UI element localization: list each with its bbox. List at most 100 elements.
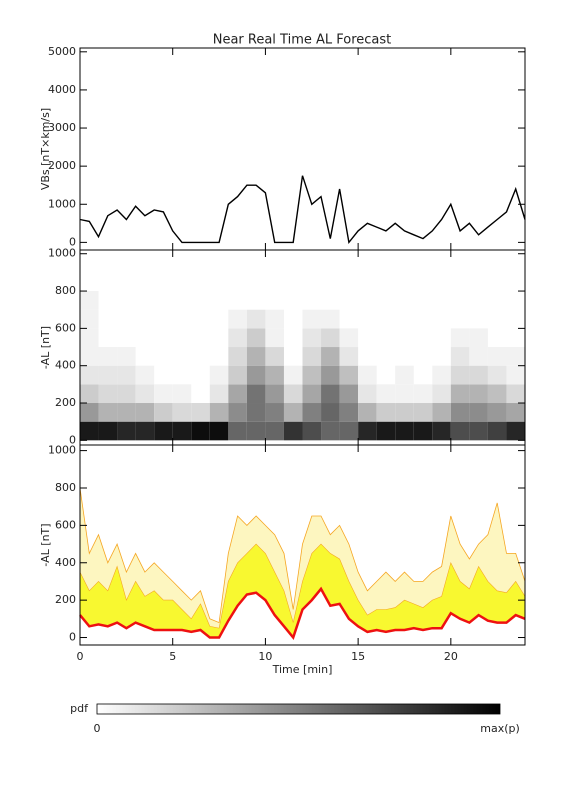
- heat-cell: [265, 421, 284, 441]
- heat-cell: [172, 421, 192, 441]
- heat-cell: [265, 384, 284, 404]
- heat-cell: [395, 421, 414, 441]
- heat-cell: [376, 403, 396, 422]
- heat-cell: [450, 347, 470, 366]
- heat-cell: [413, 421, 433, 441]
- heat-cell: [358, 384, 377, 404]
- colorbar-label: pdf: [70, 702, 89, 715]
- y-tick-label: 1000: [48, 247, 76, 260]
- outer-band: [80, 488, 525, 629]
- heat-cell: [339, 365, 359, 385]
- heat-cell: [191, 403, 210, 422]
- heat-cell: [80, 347, 99, 366]
- heat-cell: [358, 421, 377, 441]
- heat-cell: [246, 384, 266, 404]
- heat-cell: [321, 347, 340, 366]
- heat-cell: [302, 365, 322, 385]
- heat-cell: [172, 384, 192, 404]
- heat-cell: [80, 384, 99, 404]
- heat-cell: [413, 384, 433, 404]
- y-tick-label: 0: [69, 235, 76, 248]
- y-tick-label: 4000: [48, 83, 76, 96]
- heat-cell: [469, 403, 488, 422]
- heat-cell: [506, 421, 525, 441]
- heat-cell: [209, 403, 229, 422]
- x-tick-label: 0: [77, 650, 84, 663]
- heat-cell: [80, 309, 99, 329]
- heat-cell: [80, 328, 99, 348]
- heat-cell: [246, 309, 266, 329]
- heat-cell: [469, 347, 488, 366]
- heat-cell: [228, 347, 247, 366]
- heat-cell: [265, 403, 284, 422]
- heat-cell: [302, 384, 322, 404]
- heat-cell: [228, 384, 247, 404]
- heat-cell: [321, 365, 340, 385]
- y-tick-label: 5000: [48, 45, 76, 58]
- y-tick-label: 1000: [48, 444, 76, 457]
- chart-title: Near Real Time AL Forecast: [213, 33, 392, 48]
- heat-cell: [395, 384, 414, 404]
- heat-cell: [506, 384, 525, 404]
- heat-cell: [376, 421, 396, 441]
- colorbar-max: max(p): [480, 722, 520, 735]
- y-tick-label: 200: [55, 593, 76, 606]
- heat-cell: [283, 421, 303, 441]
- heat-cell: [358, 403, 377, 422]
- heat-cell: [339, 347, 359, 366]
- heat-cell: [228, 309, 247, 329]
- heat-cell: [80, 365, 99, 385]
- heat-cell: [450, 421, 470, 441]
- data-line: [79, 175, 526, 245]
- heat-cell: [487, 421, 507, 441]
- heat-cell: [487, 365, 507, 385]
- heat-cell: [321, 328, 340, 348]
- heat-cell: [80, 291, 99, 310]
- heat-cell: [321, 309, 340, 329]
- heat-cell: [450, 328, 470, 348]
- heat-cell: [191, 421, 210, 441]
- heat-cell: [246, 421, 266, 441]
- heat-cell: [246, 347, 266, 366]
- heat-cell: [209, 384, 229, 404]
- max-line: [79, 487, 526, 624]
- heat-cell: [246, 365, 266, 385]
- heat-cell: [209, 365, 229, 385]
- heat-cell: [209, 421, 229, 441]
- y-axis-label: VBs [nT×km/s]: [39, 108, 52, 190]
- heat-cell: [154, 421, 173, 441]
- y-tick-label: 1000: [48, 197, 76, 210]
- heat-cell: [98, 421, 118, 441]
- heat-cell: [283, 403, 303, 422]
- median-line: [79, 586, 526, 641]
- colorbar-min: 0: [94, 722, 101, 735]
- heat-cell: [469, 384, 488, 404]
- heat-cell: [432, 365, 451, 385]
- heat-cell: [265, 328, 284, 348]
- heat-cell: [246, 328, 266, 348]
- heat-cell: [117, 403, 136, 422]
- heat-cell: [450, 384, 470, 404]
- y-tick-label: 400: [55, 556, 76, 569]
- heat-cell: [506, 403, 525, 422]
- y-tick-label: 400: [55, 359, 76, 372]
- heat-cell: [395, 365, 414, 385]
- heat-cell: [228, 403, 247, 422]
- heat-cell: [450, 365, 470, 385]
- heat-cell: [506, 365, 525, 385]
- heat-cell: [117, 365, 136, 385]
- heat-cell: [154, 384, 173, 404]
- x-tick-label: 10: [258, 650, 272, 663]
- heat-cell: [339, 403, 359, 422]
- y-axis-label: -AL [nT]: [39, 523, 52, 566]
- heat-cell: [172, 403, 192, 422]
- heat-cell: [135, 384, 155, 404]
- heat-cell: [98, 384, 118, 404]
- heat-cell: [98, 403, 118, 422]
- heat-cell: [376, 384, 396, 404]
- upper-line: [79, 543, 526, 629]
- heat-cell: [98, 365, 118, 385]
- heat-cell: [487, 347, 507, 366]
- heat-cell: [302, 347, 322, 366]
